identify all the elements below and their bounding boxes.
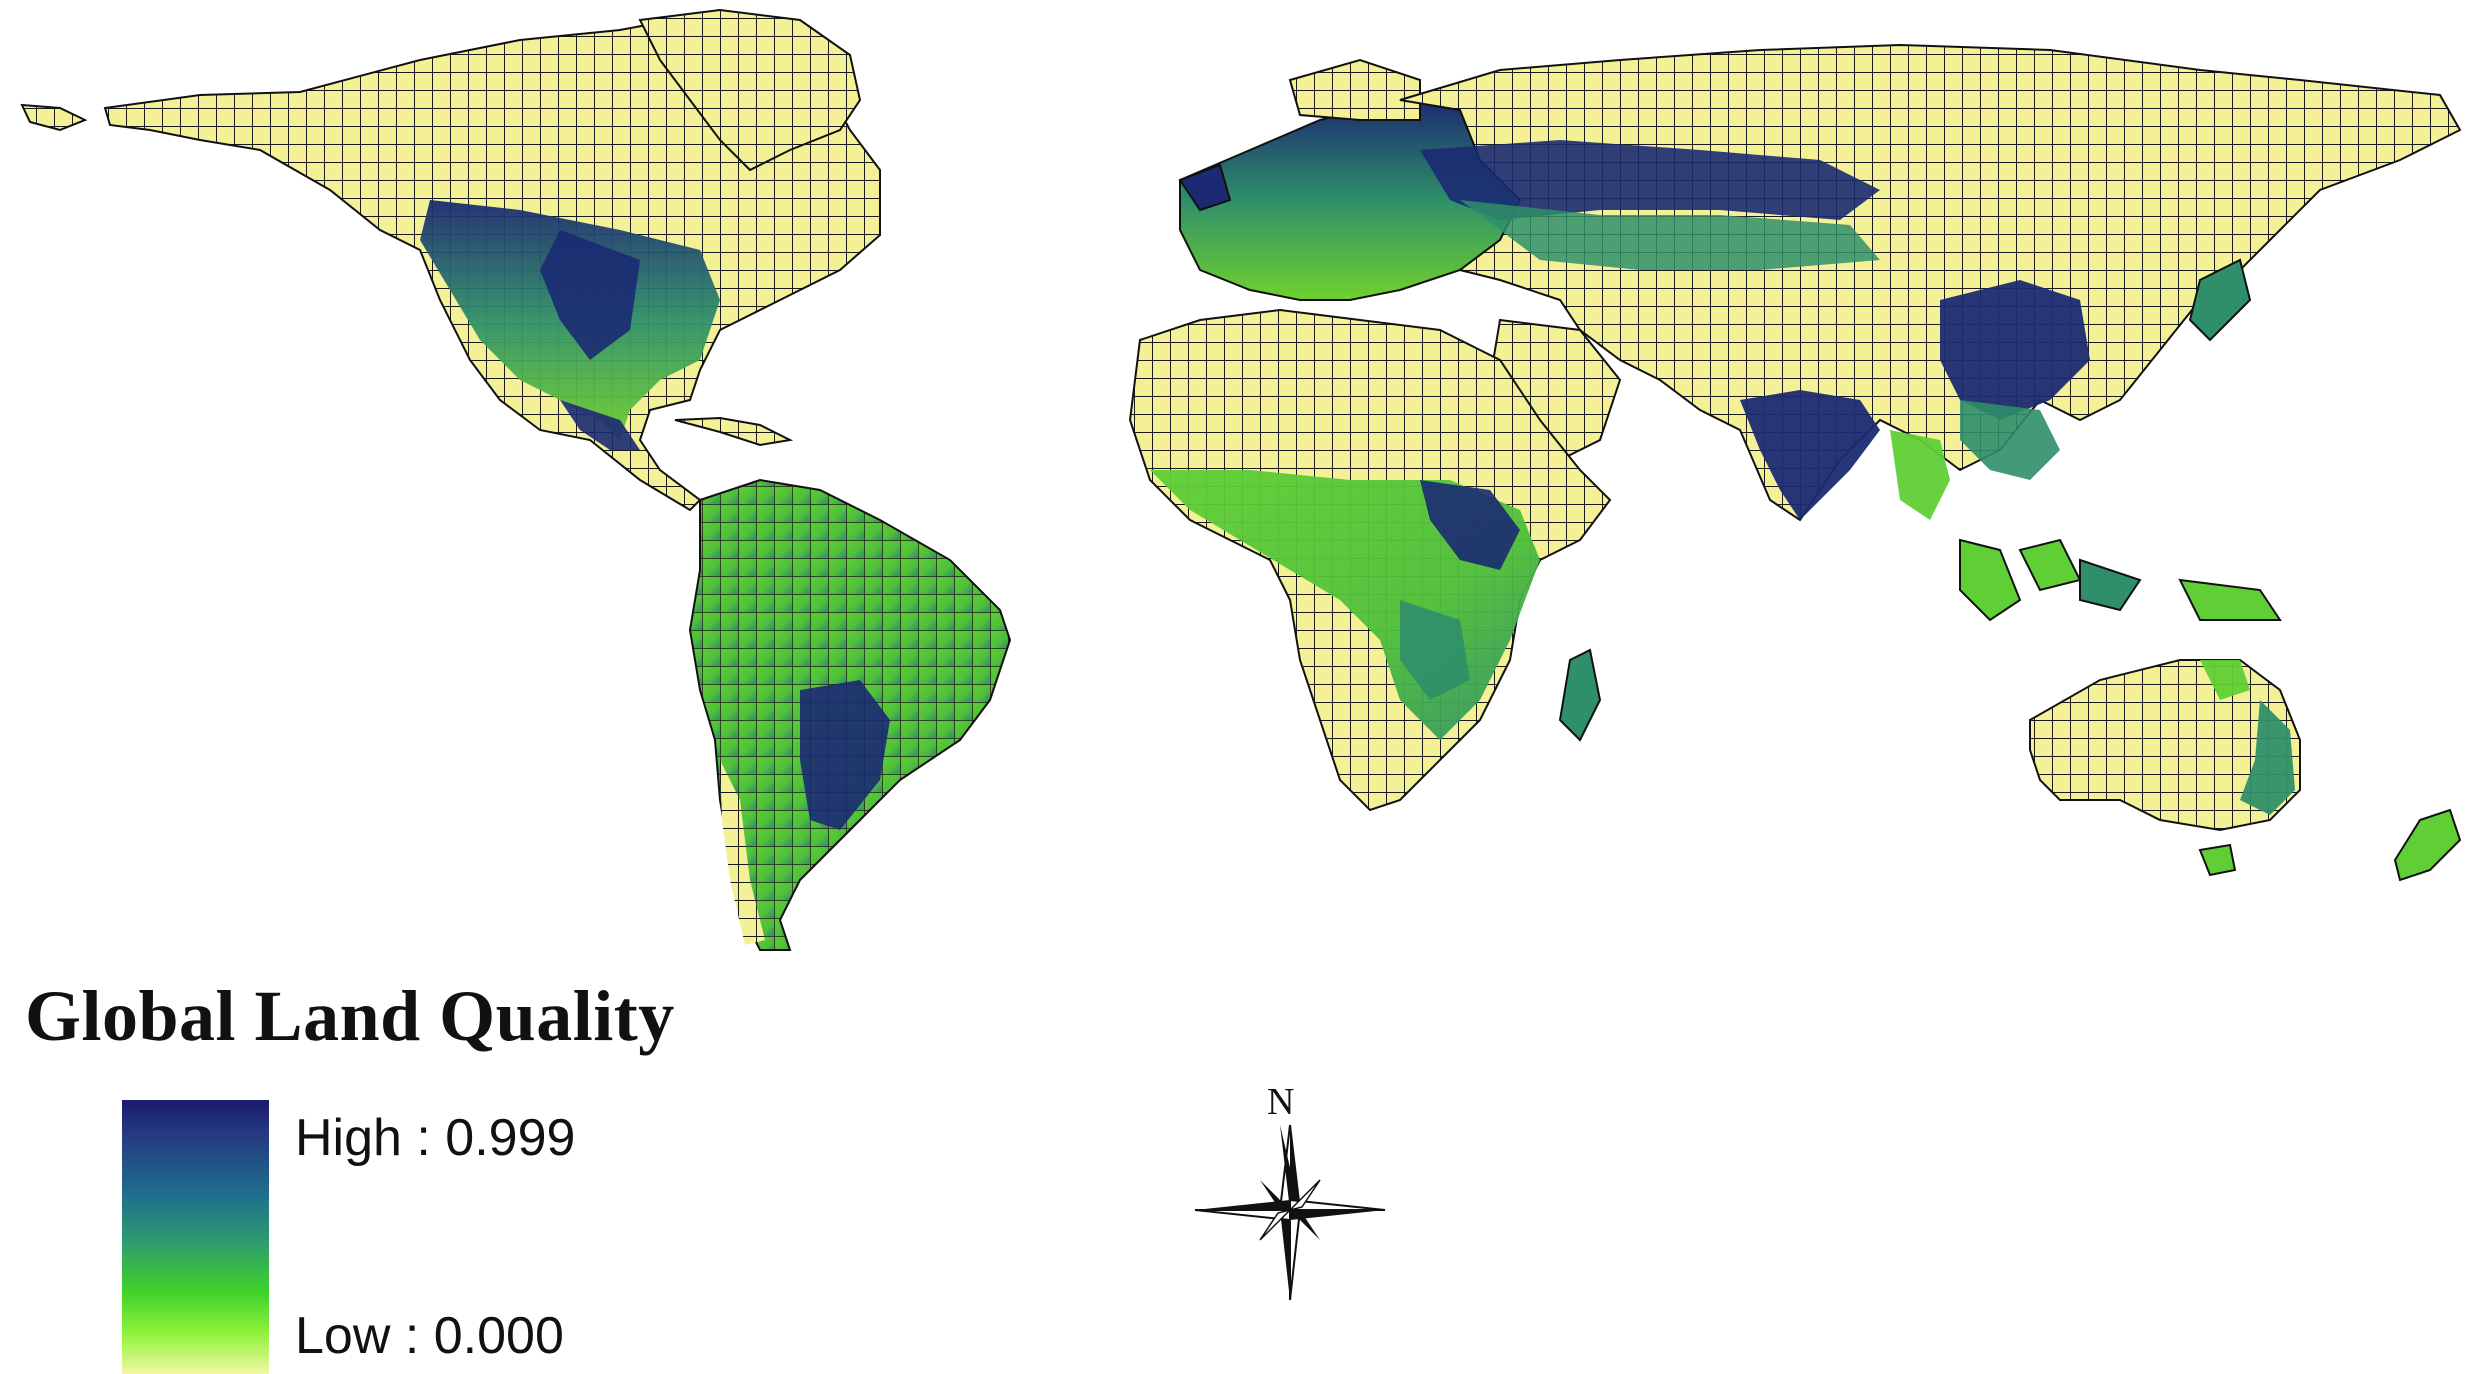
legend-color-ramp [122, 1100, 269, 1374]
world-map [20, 8, 2462, 951]
legend-low-label: Low : 0.000 [295, 1307, 564, 1365]
india [1740, 390, 1880, 520]
north-label: N [1267, 1081, 1295, 1123]
legend-high-label: High : 0.999 [295, 1109, 576, 1167]
greenland [638, 8, 862, 172]
compass-rose-icon [1194, 1124, 1386, 1301]
world-map-svg [20, 8, 2462, 951]
map-title: Global Land Quality [25, 976, 675, 1056]
